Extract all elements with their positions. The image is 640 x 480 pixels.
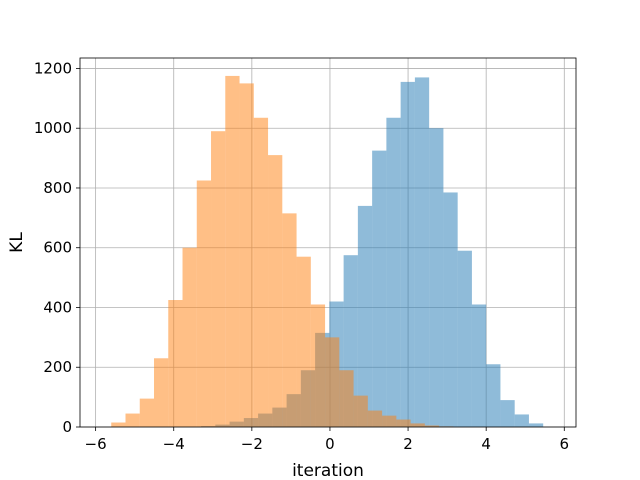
y-tick-label: 0 [62, 418, 72, 436]
x-tick-label: 6 [560, 435, 570, 453]
histogram-bar-series-2 [196, 180, 212, 427]
histogram-bar-series-2 [125, 413, 140, 427]
histogram-bar-series-1 [372, 150, 387, 427]
histogram-bar-series-2 [339, 370, 354, 427]
y-axis-ticks: 0 200 400 600 800 1000 1200 [34, 59, 80, 436]
histogram-bar-series-2 [182, 247, 197, 427]
histogram-bar-series-2 [325, 337, 340, 427]
y-tick-label: 1000 [34, 119, 72, 137]
histogram-bar-series-1 [429, 128, 444, 427]
histogram-bar-series-2 [353, 395, 368, 427]
x-axis-label: iteration [292, 461, 364, 480]
histogram-bar-series-2 [382, 415, 397, 427]
y-tick-label: 200 [43, 358, 72, 376]
x-tick-label: −4 [163, 435, 185, 453]
histogram-bar-series-1 [500, 400, 515, 427]
histogram-bar-series-2 [268, 155, 283, 427]
histogram-bar-series-1 [528, 423, 544, 427]
histogram-bar-series-1 [386, 117, 401, 428]
histogram-bar-series-2 [225, 75, 240, 427]
histogram-bar-series-2 [154, 358, 169, 427]
histogram-bar-series-1 [514, 414, 529, 427]
y-tick-label: 1200 [34, 59, 72, 77]
y-tick-label: 800 [43, 179, 72, 197]
histogram-bar-series-2 [396, 419, 411, 427]
bars [111, 75, 544, 428]
x-tick-label: 0 [325, 435, 335, 453]
y-axis-label: KL [7, 232, 27, 253]
y-tick-label: 600 [43, 239, 72, 257]
histogram-bar-series-2 [282, 213, 297, 427]
histogram-bar-series-2 [253, 117, 269, 428]
histogram-bar-series-1 [443, 192, 458, 427]
x-tick-label: 2 [403, 435, 413, 453]
x-axis-ticks: −6 −4 −2 0 2 4 6 [85, 427, 569, 453]
histogram-bar-series-2 [239, 83, 254, 427]
x-tick-label: −2 [241, 435, 263, 453]
histogram-bar-series-2 [111, 422, 126, 427]
histogram-bar-series-1 [414, 77, 430, 427]
histogram-bar-series-2 [310, 304, 326, 427]
histogram-bar-series-2 [211, 131, 226, 427]
histogram-bar-series-1 [400, 81, 415, 427]
x-tick-label: −6 [85, 435, 107, 453]
y-tick-label: 400 [43, 298, 72, 316]
histogram-bar-series-2 [168, 300, 183, 427]
histogram-bar-series-2 [139, 398, 155, 427]
histogram-bar-series-2 [424, 425, 440, 427]
histogram-bar-series-1 [471, 304, 487, 427]
plot-frame [79, 57, 577, 428]
histogram-bar-series-2 [367, 410, 383, 427]
histogram-bar-series-2 [296, 256, 311, 427]
histogram-bar-series-2 [410, 423, 425, 427]
histogram-bar-series-1 [486, 364, 501, 427]
histogram-bar-series-1 [457, 250, 472, 427]
histogram-bar-series-1 [357, 205, 373, 427]
x-tick-label: 4 [481, 435, 491, 453]
